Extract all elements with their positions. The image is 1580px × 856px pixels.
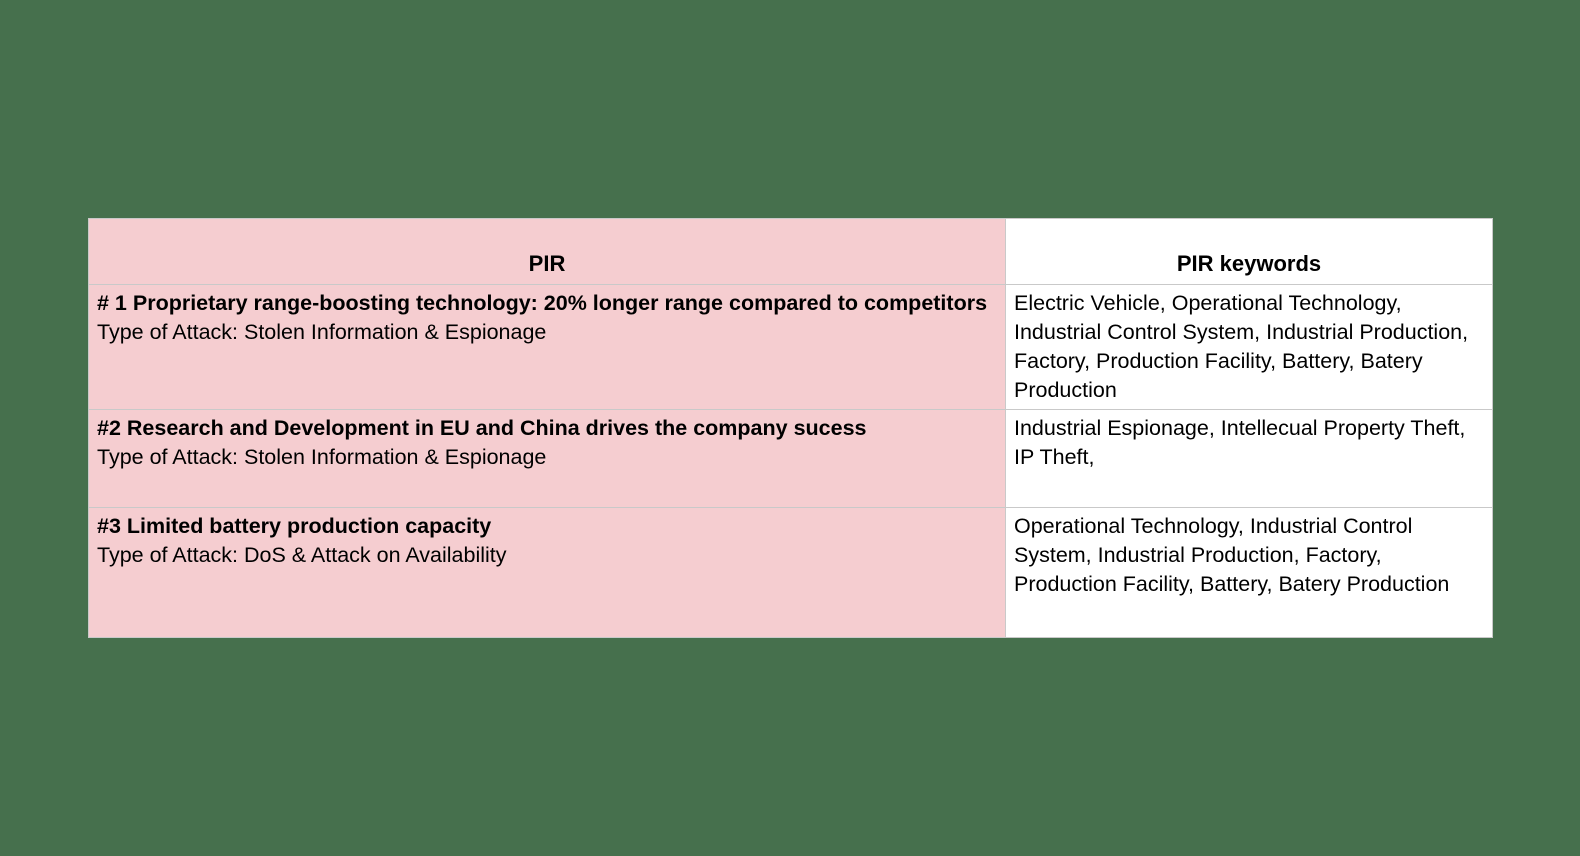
keywords-cell: Operational Technology, Industrial Contr… xyxy=(1005,507,1493,638)
table-row: #3 Limited battery production capacity T… xyxy=(88,507,1493,638)
pir-table: PIR PIR keywords # 1 Proprietary range-b… xyxy=(88,218,1493,638)
pir-attack-type: Type of Attack: Stolen Information & Esp… xyxy=(97,445,547,469)
table-row: # 1 Proprietary range-boosting technolog… xyxy=(88,284,1493,410)
keywords-cell: Electric Vehicle, Operational Technology… xyxy=(1005,284,1493,410)
table-row: #2 Research and Development in EU and Ch… xyxy=(88,409,1493,508)
pir-attack-type: Type of Attack: DoS & Attack on Availabi… xyxy=(97,543,507,567)
pir-title: # 1 Proprietary range-boosting technolog… xyxy=(97,291,988,315)
pir-cell: #2 Research and Development in EU and Ch… xyxy=(88,409,1006,508)
pir-title: #3 Limited battery production capacity xyxy=(97,514,492,538)
pir-cell: # 1 Proprietary range-boosting technolog… xyxy=(88,284,1006,410)
pir-title: #2 Research and Development in EU and Ch… xyxy=(97,416,867,440)
keywords-column-header: PIR keywords xyxy=(1005,218,1493,285)
pir-cell: #3 Limited battery production capacity T… xyxy=(88,507,1006,638)
keywords-cell: Industrial Espionage, Intellecual Proper… xyxy=(1005,409,1493,508)
pir-attack-type: Type of Attack: Stolen Information & Esp… xyxy=(97,320,547,344)
pir-column-header: PIR xyxy=(88,218,1006,285)
header-row: PIR PIR keywords xyxy=(88,218,1493,285)
pir-table-container: PIR PIR keywords # 1 Proprietary range-b… xyxy=(88,218,1493,638)
